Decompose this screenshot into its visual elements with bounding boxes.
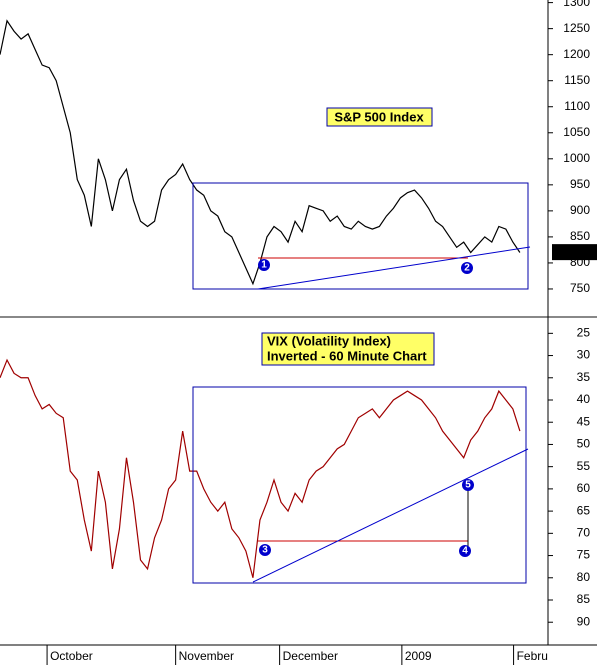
- y-tick-label: 1300: [563, 0, 590, 9]
- marker-label: 2: [464, 263, 470, 274]
- x-tick-label: October: [50, 649, 93, 663]
- y-tick-label: 45: [577, 414, 591, 428]
- marker-label: 3: [262, 545, 268, 556]
- marker: 1: [258, 259, 270, 271]
- marker: 3: [259, 544, 271, 556]
- marker: 2: [461, 262, 473, 274]
- marker: 4: [459, 545, 471, 557]
- y-tick-label: 1150: [564, 73, 590, 87]
- marker-label: 1: [261, 260, 267, 271]
- y-tick-label: 800: [570, 255, 590, 269]
- trend-line: [252, 448, 529, 583]
- y-tick-label: 950: [570, 177, 590, 191]
- chart-subtitle: Inverted - 60 Minute Chart: [267, 348, 427, 363]
- y-tick-label: 850: [570, 229, 590, 243]
- y-tick-label: 750: [570, 281, 590, 295]
- price-line: [0, 358, 521, 578]
- marker: 5: [462, 479, 474, 491]
- x-tick-label: 2009: [405, 649, 432, 663]
- range-box: [192, 386, 527, 584]
- trend-line: [257, 246, 531, 290]
- y-tick-label: 85: [577, 592, 591, 606]
- marker-label: 4: [462, 546, 468, 557]
- last-price-box: [552, 244, 597, 261]
- y-tick-label: 80: [577, 570, 591, 584]
- marker-label: 5: [465, 480, 471, 491]
- y-tick-label: 1050: [563, 125, 590, 139]
- chart-title: VIX (Volatility Index): [267, 333, 391, 348]
- y-tick-label: 70: [577, 526, 591, 540]
- y-tick-label: 30: [577, 348, 591, 362]
- x-tick-label: Febru: [517, 649, 548, 663]
- y-tick-label: 35: [577, 370, 591, 384]
- y-tick-label: 75: [577, 548, 591, 562]
- y-tick-label: 1250: [563, 21, 590, 35]
- y-tick-label: 1200: [563, 47, 590, 61]
- title-box: [326, 107, 433, 127]
- y-tick-label: 1000: [563, 151, 590, 165]
- x-tick-label: November: [179, 649, 234, 663]
- x-tick-label: December: [283, 649, 338, 663]
- y-tick-label: 40: [577, 392, 591, 406]
- range-box: [192, 182, 529, 290]
- y-tick-label: 1100: [564, 99, 590, 113]
- y-tick-label: 90: [577, 614, 591, 628]
- y-tick-label: 55: [577, 459, 591, 473]
- y-tick-label: 65: [577, 503, 591, 517]
- chart-title: S&P 500 Index: [334, 109, 424, 124]
- y-tick-label: 60: [577, 481, 591, 495]
- y-tick-label: 50: [577, 437, 591, 451]
- y-tick-label: 25: [577, 326, 591, 340]
- title-box: [261, 332, 435, 366]
- y-tick-label: 900: [570, 203, 590, 217]
